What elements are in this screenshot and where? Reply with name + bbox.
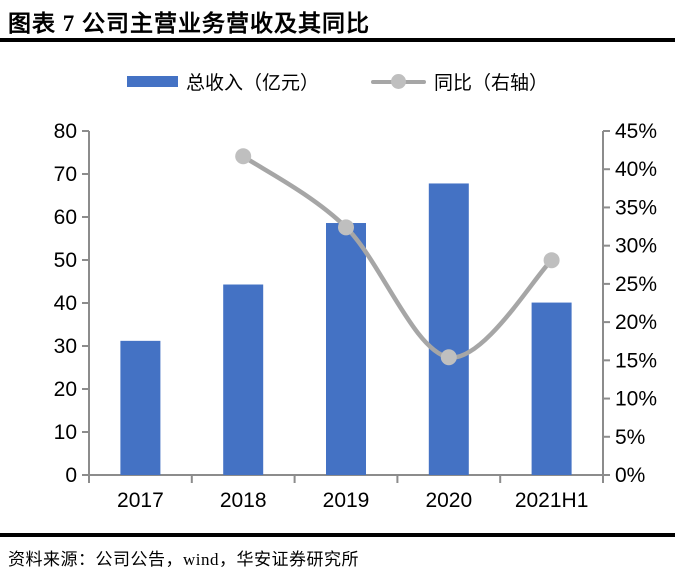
- line-marker-2018: [235, 148, 252, 165]
- bar-2018: [223, 284, 264, 475]
- left-axis-tick-label: 40: [54, 292, 77, 315]
- legend-item-revenue: 总收入（亿元）: [126, 68, 319, 95]
- legend: 总收入（亿元） 同比（右轴）: [0, 68, 675, 95]
- line-marker-2019: [338, 219, 354, 236]
- left-axis-tick-label: 70: [54, 163, 77, 186]
- legend-label-revenue: 总收入（亿元）: [185, 73, 319, 94]
- legend-label-yoy: 同比（右轴）: [434, 73, 549, 94]
- combo-chart-plot: 0 10 20 30 40 50 60 70 80 0% 5% 10% 15% 20% 25% 30% 35% 4…: [54, 120, 657, 512]
- left-axis-tick-label: 50: [54, 249, 77, 272]
- right-axis-tick-label: 5%: [615, 426, 645, 449]
- footer-divider-rule: [0, 533, 675, 537]
- bar-2017: [120, 340, 161, 475]
- legend-item-yoy: 同比（右轴）: [371, 68, 548, 95]
- left-axis-tick-label: 20: [54, 378, 77, 401]
- left-axis-tick-label: 10: [54, 421, 77, 444]
- right-axis-tick-label: 10%: [615, 388, 657, 411]
- left-axis-tick-label: 60: [54, 206, 77, 229]
- x-axis-category-label: 2020: [425, 489, 472, 512]
- x-axis-category-label: 2019: [323, 489, 370, 512]
- yoy-line: [240, 153, 554, 360]
- bar-2021H1: [531, 302, 572, 475]
- x-axis-category-label: 2021H1: [515, 489, 589, 512]
- right-axis-tick-label: 15%: [615, 349, 657, 372]
- right-axis-tick-label: 20%: [615, 311, 657, 334]
- title-divider-rule: [0, 38, 675, 42]
- bar-2020: [428, 183, 469, 475]
- line-marker-2021H1: [543, 252, 560, 269]
- right-axis-tick-label: 0%: [615, 464, 645, 487]
- bar-series-swatch: [126, 76, 178, 87]
- left-axis-tick-label: 80: [54, 120, 77, 143]
- left-axis-tick-label: 0: [65, 464, 77, 487]
- line-swatch-marker-dot: [391, 73, 406, 89]
- line-series-swatch: [371, 73, 426, 91]
- line-marker-2020: [440, 349, 457, 366]
- bar-2019: [326, 223, 366, 475]
- source-attribution: 资料来源：公司公告，wind，华安证券研究所: [8, 550, 359, 569]
- x-axis-category-label: 2018: [220, 489, 267, 512]
- chart-title: 图表 7 公司主营业务营收及其同比: [8, 11, 370, 36]
- right-axis-tick-label: 35%: [615, 196, 657, 219]
- right-axis-tick-label: 40%: [615, 158, 657, 181]
- left-axis-tick-label: 30: [54, 335, 77, 358]
- right-axis-tick-label: 45%: [615, 120, 657, 143]
- x-axis-category-label: 2017: [117, 489, 164, 512]
- right-axis-tick-label: 30%: [615, 235, 657, 258]
- right-axis-tick-label: 25%: [615, 273, 657, 296]
